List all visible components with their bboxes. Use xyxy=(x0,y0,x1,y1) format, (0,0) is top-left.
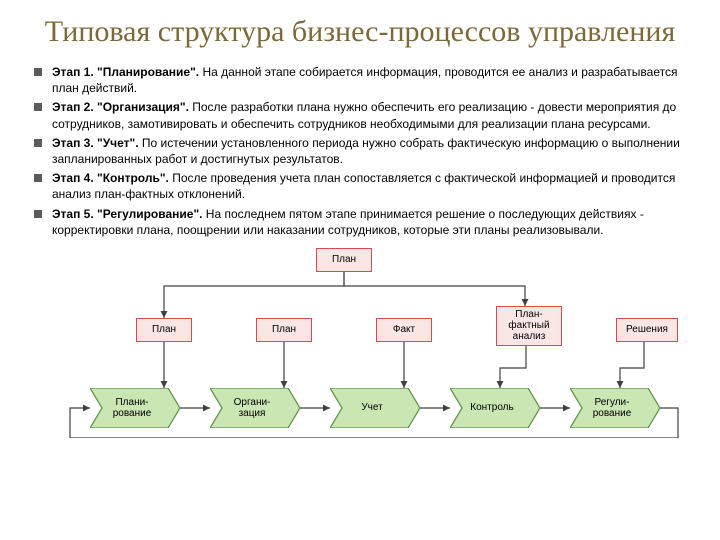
arrow xyxy=(620,342,644,388)
stage-chevron: Органи- зация xyxy=(210,388,300,428)
stage-chevron: Регули- рование xyxy=(570,388,660,428)
bullet-square-icon xyxy=(34,174,42,182)
bullet-square-icon xyxy=(34,68,42,76)
bullet-square-icon xyxy=(34,139,42,147)
bullet-square-icon xyxy=(34,210,42,218)
bullet-text: Этап 3. "Учет". По истечении установленн… xyxy=(52,135,690,167)
arrow xyxy=(164,272,344,318)
bullet-item: Этап 1. "Планирование". На данной этапе … xyxy=(30,64,690,96)
arrow xyxy=(344,272,525,306)
bullet-item: Этап 5. "Регулирование". На последнем пя… xyxy=(30,206,690,238)
top-plan-box: План xyxy=(316,248,372,272)
io-box: Факт xyxy=(376,318,432,342)
bullet-item: Этап 2. "Организация". После разработки … xyxy=(30,99,690,131)
stage-chevron: Контроль xyxy=(450,388,540,428)
io-box: Решения xyxy=(616,318,678,342)
bullet-list: Этап 1. "Планирование". На данной этапе … xyxy=(30,64,690,238)
bullet-item: Этап 3. "Учет". По истечении установленн… xyxy=(30,135,690,167)
stage-chevron: Учет xyxy=(330,388,420,428)
io-box: План xyxy=(136,318,192,342)
bullet-text: Этап 1. "Планирование". На данной этапе … xyxy=(52,64,690,96)
bullet-text: Этап 5. "Регулирование". На последнем пя… xyxy=(52,206,690,238)
arrow xyxy=(500,346,526,388)
io-box: План- фактный анализ xyxy=(496,306,562,346)
bullet-item: Этап 4. "Контроль". После проведения уче… xyxy=(30,170,690,202)
bullet-text: Этап 2. "Организация". После разработки … xyxy=(52,99,690,131)
flowchart: План План План Факт План- фактный анализ Реше… xyxy=(30,248,690,438)
io-box: План xyxy=(256,318,312,342)
slide-title: Типовая структура бизнес-процессов управ… xyxy=(30,15,690,49)
bullet-text: Этап 4. "Контроль". После проведения уче… xyxy=(52,170,690,202)
stage-chevron: Плани- рование xyxy=(90,388,180,428)
bullet-square-icon xyxy=(34,103,42,111)
